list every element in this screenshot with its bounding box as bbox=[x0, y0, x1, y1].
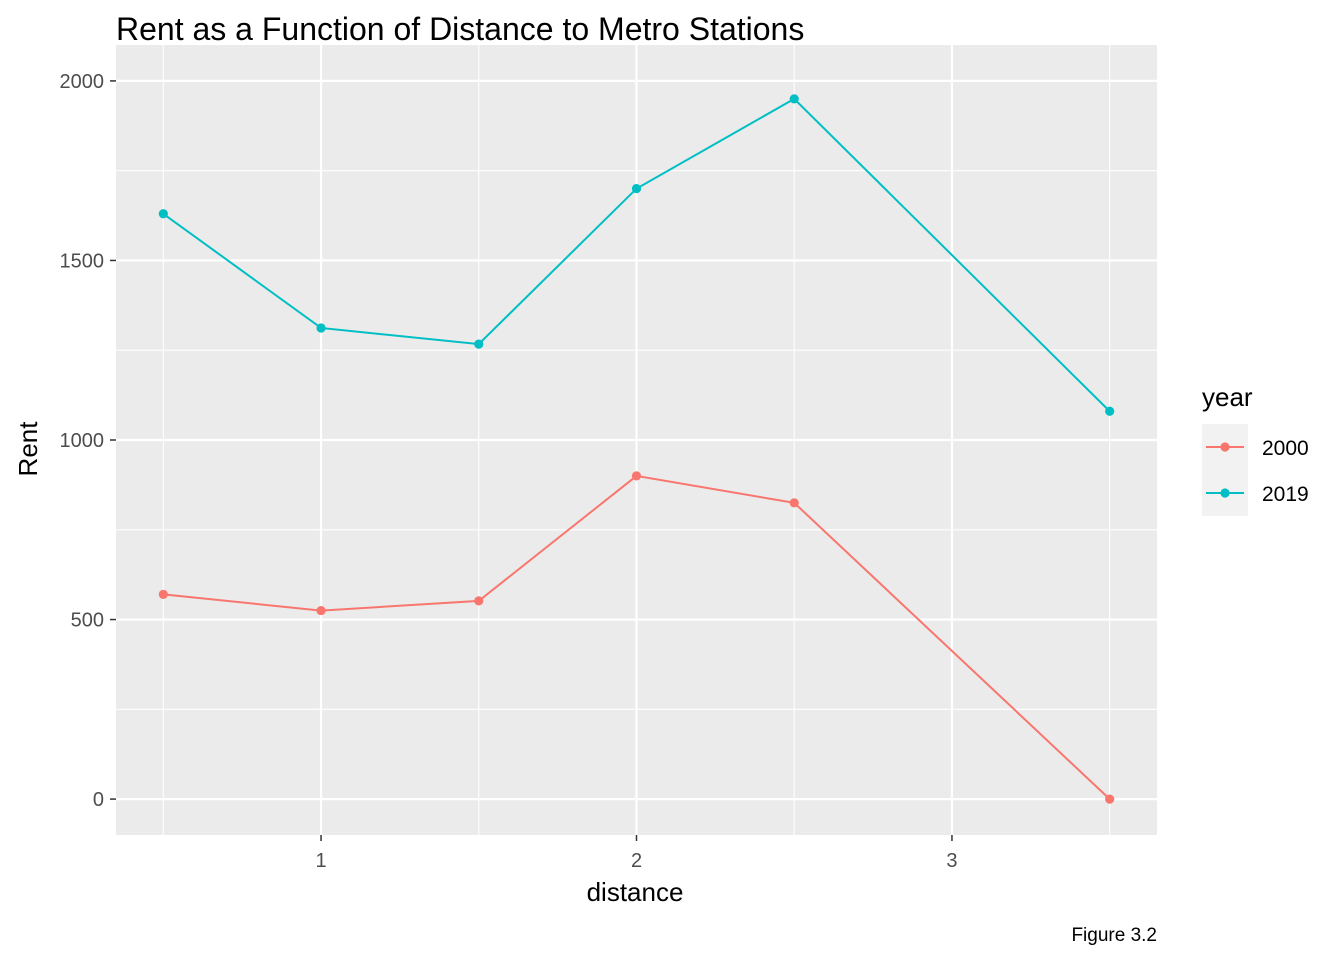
data-point-2000 bbox=[789, 498, 799, 508]
legend-key-point bbox=[1220, 488, 1230, 498]
figure-caption: Figure 3.2 bbox=[1071, 925, 1157, 946]
data-point-2019 bbox=[789, 94, 799, 104]
data-point-2000 bbox=[1105, 794, 1115, 804]
y-axis-title: Rent bbox=[13, 421, 43, 477]
data-point-2019 bbox=[316, 323, 326, 333]
legend-title: year bbox=[1202, 382, 1253, 412]
y-tick-label: 1500 bbox=[60, 250, 105, 272]
legend-items: 2000 2019 bbox=[1202, 424, 1309, 516]
data-point-2019 bbox=[474, 339, 484, 349]
data-point-2000 bbox=[474, 596, 484, 606]
legend-key-point bbox=[1220, 442, 1230, 452]
major-gridlines bbox=[116, 45, 1157, 835]
data-point-2000 bbox=[316, 605, 326, 616]
data-point-2019 bbox=[631, 184, 642, 194]
data-point-2019 bbox=[1105, 406, 1115, 416]
y-axis: 0 500 1000 1500 2000 bbox=[60, 71, 116, 811]
legend-label: 2019 bbox=[1262, 483, 1309, 506]
y-tick-label: 1000 bbox=[60, 430, 105, 452]
y-tick-label: 0 bbox=[93, 789, 104, 811]
x-axis: 1 2 3 bbox=[315, 835, 958, 872]
series-layer bbox=[158, 94, 1115, 804]
x-tick-label: 3 bbox=[946, 850, 957, 872]
x-tick-label: 2 bbox=[631, 850, 642, 872]
data-point-2019 bbox=[158, 209, 168, 219]
x-axis-title: distance bbox=[587, 877, 684, 907]
data-point-2000 bbox=[158, 589, 168, 600]
x-tick-label: 1 bbox=[315, 850, 326, 872]
legend: year 2000 2019 bbox=[1202, 382, 1309, 516]
series-line-2019 bbox=[162, 97, 1111, 412]
data-point-2000 bbox=[631, 471, 642, 481]
legend-label: 2000 bbox=[1262, 437, 1309, 460]
chart-title: Rent as a Function of Distance to Metro … bbox=[116, 11, 804, 47]
y-tick-label: 500 bbox=[71, 610, 104, 632]
y-tick-label: 2000 bbox=[60, 71, 105, 93]
series-line-2000 bbox=[163, 474, 1111, 800]
